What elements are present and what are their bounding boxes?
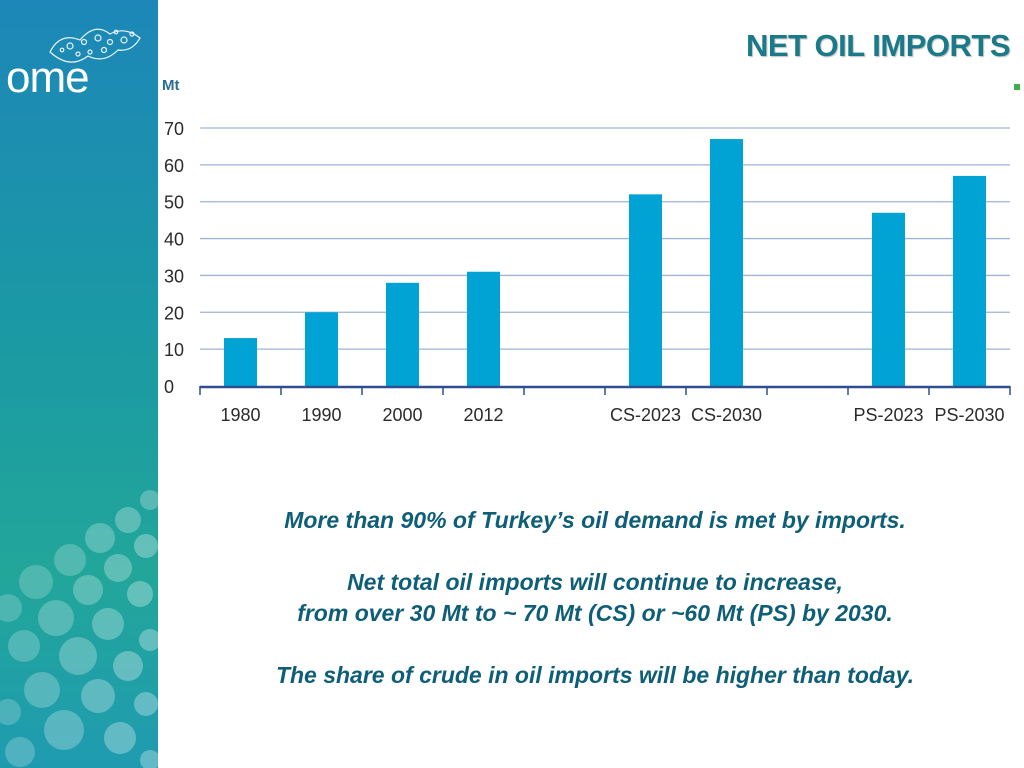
y-tick-label: 60 bbox=[164, 156, 184, 176]
bar-1990 bbox=[305, 312, 338, 386]
bar-1980 bbox=[224, 338, 257, 386]
bar-ps-2023 bbox=[872, 212, 905, 386]
x-tick-label: 1990 bbox=[301, 405, 341, 425]
x-tick-label: PS-2023 bbox=[853, 405, 923, 425]
bar-2012 bbox=[467, 271, 500, 386]
x-tick-label: 1980 bbox=[220, 405, 260, 425]
y-tick-label: 70 bbox=[164, 119, 184, 139]
note-line-2: Net total oil imports will continue to i… bbox=[347, 569, 843, 595]
y-tick-label: 50 bbox=[164, 193, 184, 213]
chart-bars bbox=[224, 139, 986, 386]
net-oil-imports-bar-chart: 0 10 20 30 40 50 60 70 1980 1990 2000 2012 CS-2023 C… bbox=[162, 77, 1011, 425]
bubble-pattern-decoration bbox=[0, 490, 158, 768]
note-line-4: The share of crude in oil imports will b… bbox=[275, 662, 915, 688]
page-title: NET OIL IMPORTS bbox=[745, 28, 1011, 63]
y-axis-label: Mt bbox=[162, 77, 180, 94]
bar-cs-2023 bbox=[629, 194, 662, 386]
logo-map-icon bbox=[49, 28, 141, 63]
y-tick-label: 30 bbox=[164, 266, 184, 286]
note-line-1: More than 90% of Turkey’s oil demand is … bbox=[284, 507, 906, 533]
bar-ps-2030 bbox=[953, 175, 986, 386]
y-axis-ticks: 0 10 20 30 40 50 60 70 bbox=[164, 119, 184, 397]
x-tick-label: 2012 bbox=[463, 405, 503, 425]
summary-notes: More than 90% of Turkey’s oil demand is … bbox=[175, 505, 1015, 691]
x-tick-label: 2000 bbox=[382, 405, 422, 425]
x-tick-label: CS-2030 bbox=[691, 405, 762, 425]
note-line-3: from over 30 Mt to ~ 70 Mt (CS) or ~60 M… bbox=[297, 600, 893, 626]
bar-cs-2030 bbox=[710, 139, 743, 386]
y-tick-label: 0 bbox=[164, 377, 174, 397]
bar-2000 bbox=[386, 282, 419, 386]
title-accent-mark bbox=[1014, 84, 1020, 90]
x-axis-ticks: 1980 1990 2000 2012 CS-2023 CS-2030 PS-2023 PS-… bbox=[220, 405, 1004, 425]
y-tick-label: 20 bbox=[164, 303, 184, 323]
y-tick-label: 40 bbox=[164, 230, 184, 250]
x-tick-label: PS-2030 bbox=[934, 405, 1004, 425]
x-axis bbox=[199, 385, 1011, 395]
logo-text: ome bbox=[6, 53, 90, 102]
x-tick-label: CS-2023 bbox=[610, 405, 681, 425]
sidebar-decoration: ome bbox=[0, 0, 158, 768]
y-tick-label: 10 bbox=[164, 340, 184, 360]
